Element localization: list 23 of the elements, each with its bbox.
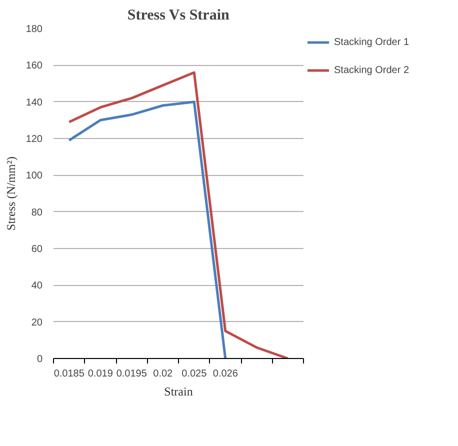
y-tick-label: 0 — [36, 354, 43, 365]
y-tick-label: 180 — [26, 24, 43, 35]
y-tick-label: 20 — [31, 317, 43, 328]
y-tick-label: 120 — [26, 134, 43, 145]
x-tick-label: 0.0185 — [54, 368, 85, 380]
y-tick-label: 140 — [26, 97, 43, 108]
x-tick-label: 0.0195 — [116, 368, 148, 380]
y-tick-label: 40 — [31, 280, 43, 292]
y-tick-label: 80 — [31, 207, 43, 218]
legend-label: Stacking Order 1 — [334, 36, 410, 48]
legend-label: Stacking Order 2 — [334, 64, 410, 76]
line-series — [68, 100, 227, 358]
x-axis-title: Strain — [164, 384, 193, 398]
x-tick-label: 0.025 — [182, 368, 208, 380]
y-tick-label: 100 — [26, 170, 43, 182]
y-tick-label: 160 — [26, 60, 43, 72]
y-tick-label: 60 — [31, 244, 43, 255]
y-axis-title: Stress (N/mm²) — [4, 156, 18, 230]
line-series — [68, 71, 290, 358]
x-tick-label: 0.02 — [153, 368, 174, 380]
x-tick-label: 0.026 — [212, 368, 238, 380]
x-tick-label: 0.019 — [88, 368, 114, 380]
chart-title: Stress Vs Strain — [127, 8, 230, 24]
